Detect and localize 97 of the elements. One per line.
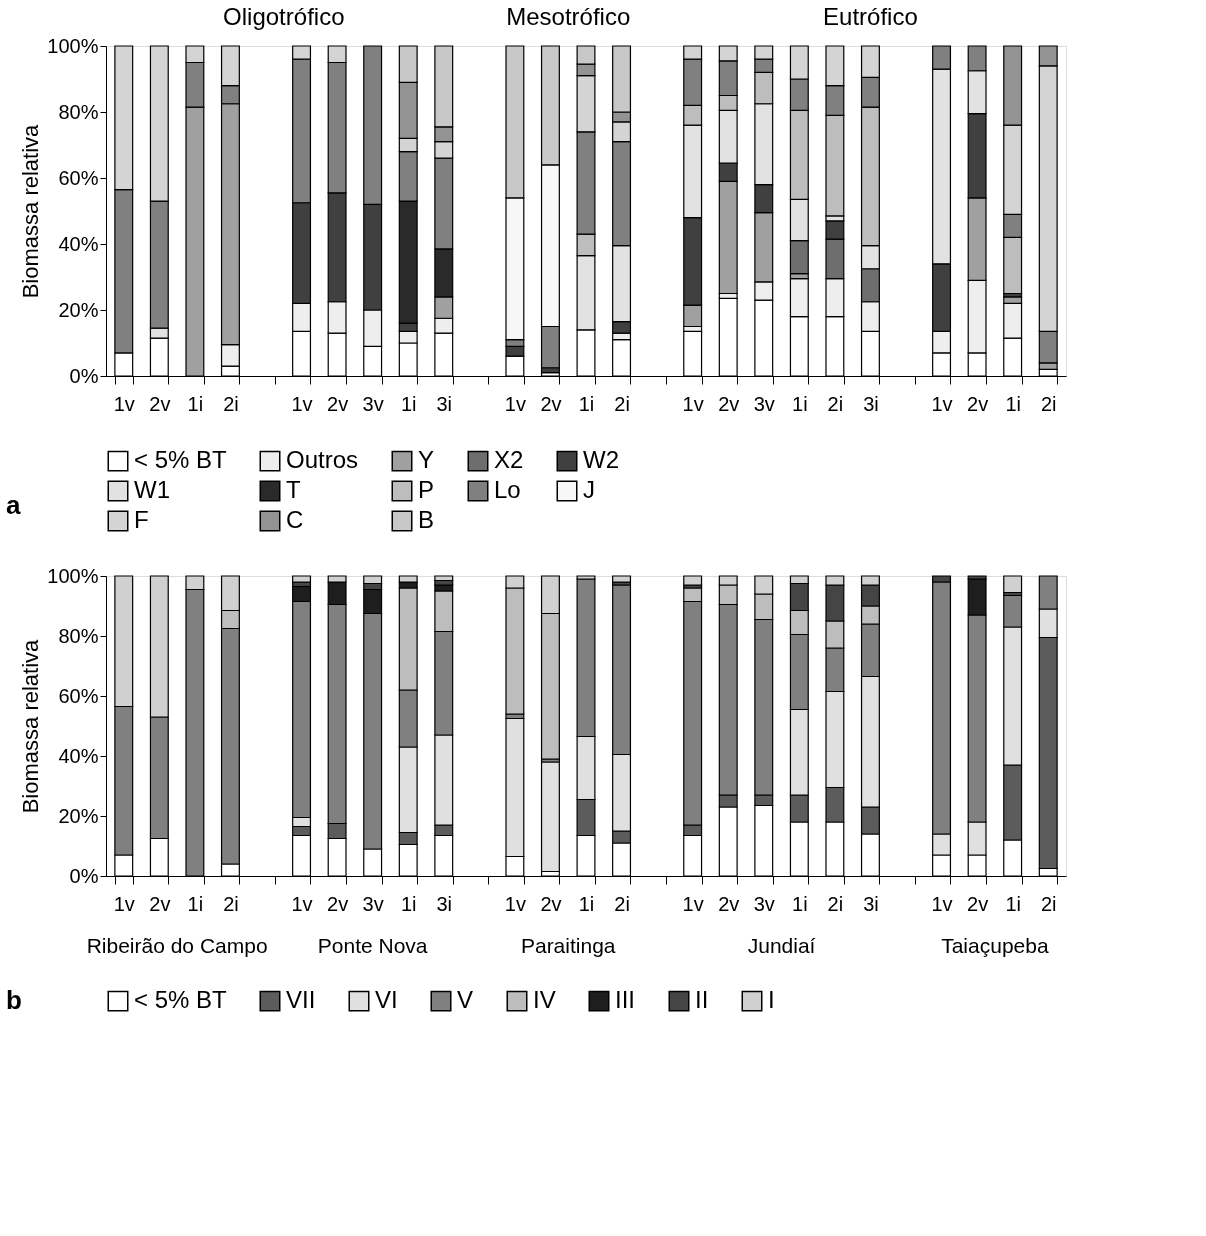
- legend-label: Outros: [286, 446, 359, 474]
- legend-label: Lo: [494, 476, 521, 503]
- text: Oligotrófico: [223, 3, 345, 30]
- x-tick-label: 2v: [967, 892, 989, 915]
- legend-label: VII: [286, 986, 316, 1014]
- x-tick-label: 1i: [1005, 392, 1021, 415]
- y-tick-label: 20%: [58, 804, 99, 827]
- x-tick-label: 3i: [436, 892, 453, 915]
- legend-label: I: [768, 986, 775, 1014]
- x-tick-label: 2v: [967, 392, 989, 415]
- x-tick-label: 1v: [291, 892, 313, 915]
- text: b: [6, 985, 22, 1015]
- x-tick-label: 2i: [614, 392, 630, 415]
- x-tick-label: 2v: [149, 392, 171, 415]
- text: a: [6, 490, 21, 520]
- legend-label: F: [134, 506, 149, 533]
- y-tick-label: 100%: [47, 564, 99, 587]
- x-tick-label: 3v: [753, 392, 775, 415]
- x-tick-label: 2v: [718, 892, 740, 915]
- bar: [612, 575, 632, 583]
- y-tick-label: 80%: [58, 624, 99, 647]
- legend-label: IV: [533, 986, 556, 1014]
- y-tick-label: 100%: [47, 34, 99, 57]
- legend-label: T: [286, 476, 301, 503]
- legend-label: B: [418, 506, 435, 533]
- y-axis-title: Biomassa relativa: [18, 123, 44, 299]
- legend-label: < 5% BT: [134, 986, 228, 1014]
- x-tick-label: 1i: [400, 892, 417, 915]
- x-tick-label: 1i: [1005, 892, 1021, 915]
- legend-label: C: [286, 506, 304, 533]
- legend-label: W1: [134, 476, 170, 503]
- y-tick-label: 40%: [58, 744, 99, 767]
- x-tick-label: 3i: [863, 392, 879, 415]
- text: Eutrófico: [823, 3, 918, 30]
- x-tick-label: 1i: [792, 392, 808, 415]
- x-tick-label: 2v: [540, 392, 562, 415]
- x-tick-label: 2i: [223, 892, 239, 915]
- x-tick-label: 2i: [1040, 892, 1057, 915]
- text: Mesotrófico: [506, 3, 631, 30]
- legend-label: Y: [418, 446, 435, 474]
- x-tick-label: 1v: [682, 892, 704, 915]
- x-tick-label: 3i: [436, 392, 453, 415]
- legend-label: VI: [375, 986, 398, 1014]
- legend-label: V: [457, 986, 474, 1014]
- x-tick-label: 1v: [504, 892, 526, 915]
- x-tick-label: 2v: [327, 392, 349, 415]
- x-tick-label: 1v: [931, 892, 953, 915]
- x-tick-label: 3v: [753, 892, 775, 915]
- legend-label: X2: [494, 446, 524, 474]
- x-tick-label: 1v: [682, 392, 704, 415]
- x-tick-label: 1v: [291, 392, 313, 415]
- y-tick-label: 60%: [58, 684, 99, 707]
- y-tick-label: 60%: [58, 166, 99, 189]
- x-tick-label: 2i: [614, 892, 630, 915]
- x-tick-label: 2v: [327, 892, 349, 915]
- x-tick-label: 1i: [187, 892, 204, 915]
- x-tick-label: 1v: [931, 392, 953, 415]
- legend-label: P: [418, 476, 435, 503]
- x-tick-label: 2i: [223, 392, 239, 415]
- y-axis-title: Biomassa relativa: [18, 638, 44, 814]
- x-tick-label: 2v: [540, 892, 562, 915]
- x-tick-label: 1i: [792, 892, 808, 915]
- y-tick-label: 40%: [58, 232, 99, 255]
- legend-label: II: [695, 986, 709, 1014]
- y-tick-label: 0%: [69, 364, 99, 387]
- legend-label: J: [583, 476, 595, 503]
- text: Ponte Nova: [317, 934, 428, 957]
- y-tick-label: 0%: [69, 864, 99, 887]
- bar: [540, 761, 560, 873]
- bar: [434, 575, 454, 582]
- text: Ribeirão do Campo: [86, 934, 268, 957]
- x-tick-label: 2i: [827, 392, 844, 415]
- y-tick-label: 20%: [58, 298, 99, 321]
- y-tick-label: 80%: [58, 100, 99, 123]
- x-tick-label: 1v: [113, 892, 135, 915]
- text: Taiaçupeba: [941, 934, 1049, 957]
- text: Paraitinga: [520, 934, 616, 957]
- x-tick-label: 1v: [113, 392, 135, 415]
- x-tick-label: 3v: [362, 892, 384, 915]
- x-tick-label: 2i: [827, 892, 844, 915]
- x-tick-label: 1i: [187, 392, 204, 415]
- bar: [292, 575, 312, 583]
- x-tick-label: 1i: [578, 892, 595, 915]
- text: Jundiaí: [747, 934, 816, 957]
- x-tick-label: 2v: [149, 892, 171, 915]
- legend-label: W2: [583, 446, 619, 474]
- legend-label: < 5% BT: [134, 446, 228, 474]
- x-tick-label: 3i: [863, 892, 879, 915]
- x-tick-label: 1v: [504, 392, 526, 415]
- x-tick-label: 1i: [578, 392, 595, 415]
- x-tick-label: 2v: [718, 392, 740, 415]
- bar: [683, 575, 703, 586]
- x-tick-label: 2i: [1040, 392, 1057, 415]
- x-tick-label: 3v: [362, 392, 384, 415]
- x-tick-label: 1i: [400, 392, 417, 415]
- legend-label: III: [615, 986, 636, 1014]
- bar: [1003, 575, 1023, 594]
